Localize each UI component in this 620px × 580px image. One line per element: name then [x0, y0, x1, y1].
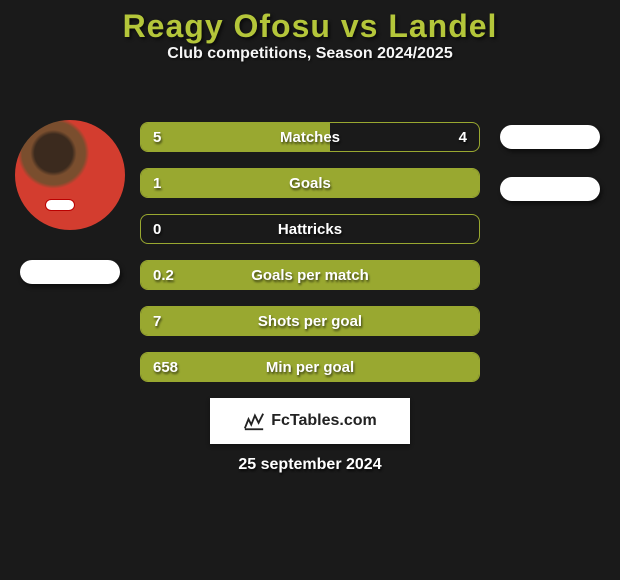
stat-left-value: 0 — [153, 221, 161, 238]
stat-left-value: 5 — [153, 129, 161, 146]
stat-label: Hattricks — [278, 221, 342, 238]
player-left-name-pill — [20, 260, 120, 284]
page-subtitle: Club competitions, Season 2024/2025 — [0, 45, 620, 63]
stat-left-value: 1 — [153, 175, 161, 192]
brand-text: FcTables.com — [271, 412, 377, 430]
stat-row: 0 Hattricks — [140, 214, 480, 244]
player-right-column — [480, 100, 620, 201]
stat-label: Min per goal — [266, 359, 354, 376]
brand-bar[interactable]: FcTables.com — [210, 398, 410, 444]
stat-label: Shots per goal — [258, 313, 362, 330]
date-stamp: 25 september 2024 — [0, 456, 620, 474]
stat-right-value: 4 — [459, 129, 467, 146]
player-left-column — [0, 100, 140, 284]
stat-row: 5 Matches 4 — [140, 122, 480, 152]
player-right-name-pill-2 — [500, 177, 600, 201]
fctables-logo-icon — [243, 410, 265, 432]
stat-left-value: 0.2 — [153, 267, 174, 284]
comparison-card: Reagy Ofosu vs Landel Club competitions,… — [0, 0, 620, 580]
stat-row: 1 Goals — [140, 168, 480, 198]
stat-label: Goals per match — [251, 267, 369, 284]
stat-row: 7 Shots per goal — [140, 306, 480, 336]
player-left-avatar — [15, 120, 125, 230]
player-right-name-pill-1 — [500, 125, 600, 149]
stat-label: Matches — [280, 129, 340, 146]
stats-container: 5 Matches 4 1 Goals 0 Hattricks 0.2 Goals per ma… — [140, 122, 480, 382]
stat-row: 0.2 Goals per match — [140, 260, 480, 290]
stat-left-value: 658 — [153, 359, 178, 376]
stat-row: 658 Min per goal — [140, 352, 480, 382]
stat-label: Goals — [289, 175, 331, 192]
page-title: Reagy Ofosu vs Landel — [0, 0, 620, 45]
stat-left-value: 7 — [153, 313, 161, 330]
